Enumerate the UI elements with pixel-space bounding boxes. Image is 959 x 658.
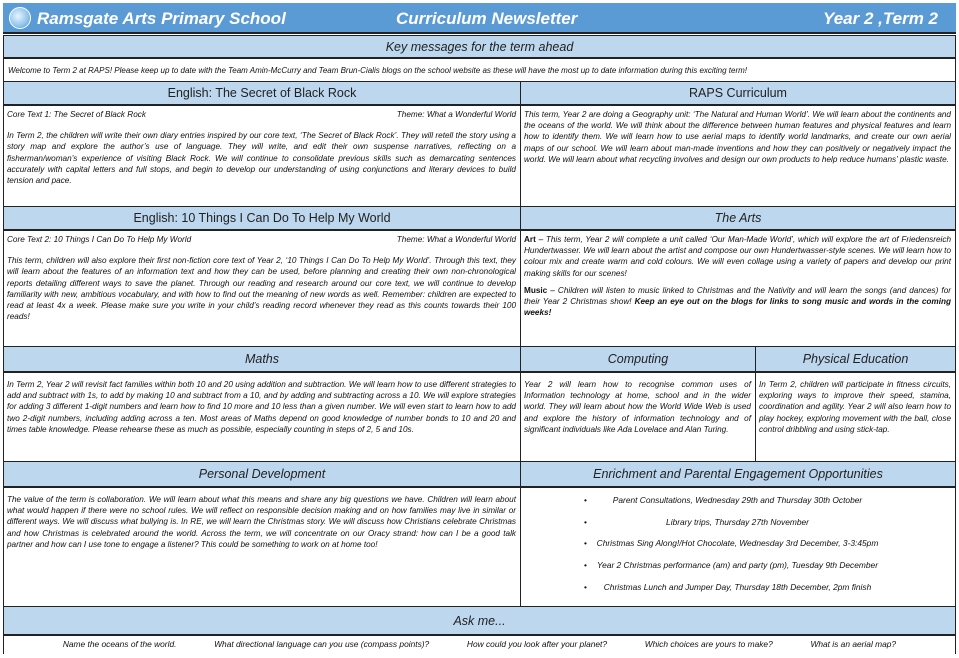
enrichment-item: Christmas Sing Along!/Hot Chocolate, Wed… [524, 538, 951, 549]
english2-core-text: Core Text 2: 10 Things I Can Do To Help … [7, 235, 192, 244]
english1-body: In Term 2, the children will write their… [7, 131, 516, 186]
newsletter-title: Curriculum Newsletter [396, 9, 578, 28]
computing-body: Year 2 will learn how to recognise commo… [520, 373, 756, 461]
maths-heading: Maths [3, 346, 521, 373]
enrichment-list: Parent Consultations, Wednesday 29th and… [524, 495, 951, 593]
maths-body: In Term 2, Year 2 will revisit fact fami… [3, 373, 521, 461]
raps-body: This term, Year 2 are doing a Geography … [520, 106, 956, 206]
english1-theme: Theme: What a Wonderful World [396, 110, 516, 119]
ask-question: Name the oceans of the world. [62, 639, 177, 649]
english2-body: This term, children will also explore th… [7, 256, 516, 322]
music-bold-note: Keep an eye out on the blogs for links t… [524, 297, 951, 318]
english1-heading: English: The Secret of Black Rock [3, 81, 521, 106]
english1-core-text: Core Text 1: The Secret of Black Rock [7, 110, 146, 119]
music-body: – Children will listen to music linked t… [524, 285, 951, 307]
arts-section: Art – This term, Year 2 will complete a … [520, 231, 956, 346]
ask-question: Which choices are yours to make? [644, 639, 773, 649]
key-messages-heading: Key messages for the term ahead [3, 35, 956, 59]
english2-theme: Theme: What a Wonderful World [396, 235, 516, 244]
art-label: Art [524, 235, 536, 244]
ask-questions: Name the oceans of the world. What direc… [3, 636, 956, 654]
enrichment-item: Year 2 Christmas performance (am) and pa… [524, 560, 951, 571]
key-messages-text: Welcome to Term 2 at RAPS! Please keep u… [3, 59, 956, 81]
ask-heading: Ask me... [3, 606, 956, 636]
raps-heading: RAPS Curriculum [520, 81, 956, 106]
enrichment-section: Parent Consultations, Wednesday 29th and… [520, 488, 956, 606]
english1-section: Core Text 1: The Secret of Black Rock The… [3, 106, 521, 206]
enrichment-item: Christmas Lunch and Jumper Day, Thursday… [524, 582, 951, 593]
english2-heading: English: 10 Things I Can Do To Help My W… [3, 206, 521, 231]
pe-heading: Physical Education [755, 346, 956, 373]
english2-section: Core Text 2: 10 Things I Can Do To Help … [3, 231, 521, 346]
pe-body: In Term 2, children will participate in … [755, 373, 956, 461]
ask-question: What directional language can you use (c… [214, 639, 430, 649]
school-logo-icon [9, 7, 31, 29]
personal-heading: Personal Development [3, 461, 521, 488]
art-body: – This term, Year 2 will complete a unit… [524, 235, 952, 278]
newsletter-header: Ramsgate Arts Primary School Curriculum … [3, 3, 956, 34]
computing-heading: Computing [520, 346, 756, 373]
music-label: Music [524, 285, 548, 295]
enrichment-heading: Enrichment and Parental Engagement Oppor… [520, 461, 956, 488]
ask-question: What is an aerial map? [810, 639, 897, 649]
left-border [3, 81, 4, 606]
enrichment-item: Parent Consultations, Wednesday 29th and… [524, 495, 951, 506]
school-name: Ramsgate Arts Primary School [37, 9, 286, 28]
arts-heading: The Arts [520, 206, 956, 231]
year-term: Year 2 ,Term 2 [823, 9, 938, 28]
enrichment-item: Library trips, Thursday 27th November [524, 517, 951, 528]
ask-question: How could you look after your planet? [466, 639, 608, 649]
personal-body: The value of the term is collaboration. … [3, 488, 521, 606]
